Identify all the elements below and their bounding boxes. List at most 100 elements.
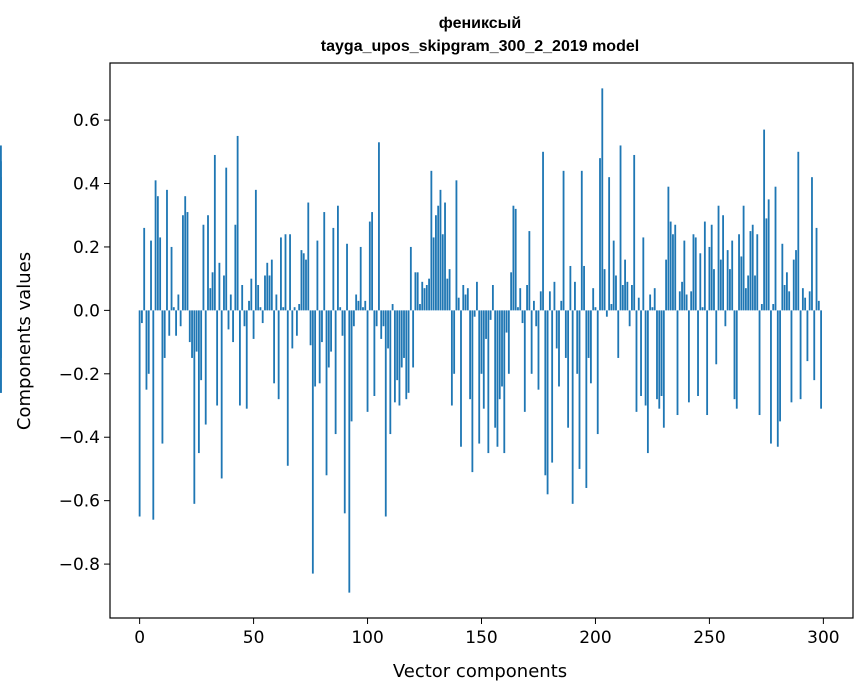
bar bbox=[186, 212, 189, 311]
bar bbox=[152, 310, 155, 520]
bar bbox=[327, 310, 330, 368]
bar bbox=[400, 310, 403, 368]
bar bbox=[644, 310, 647, 406]
bar bbox=[193, 310, 196, 504]
bar bbox=[241, 285, 244, 311]
bar bbox=[286, 310, 289, 466]
bar bbox=[672, 234, 674, 311]
bar bbox=[480, 310, 483, 374]
bar bbox=[311, 310, 314, 574]
x-tick-label: 300 bbox=[807, 628, 839, 648]
bar bbox=[175, 310, 177, 336]
bar bbox=[653, 288, 656, 311]
x-tick-label: 250 bbox=[693, 628, 725, 648]
bar bbox=[731, 240, 734, 311]
bar bbox=[213, 154, 216, 311]
bar bbox=[799, 310, 802, 400]
bar bbox=[530, 310, 533, 374]
bar bbox=[749, 231, 752, 311]
bar bbox=[284, 234, 287, 311]
x-tick-label: 0 bbox=[134, 628, 145, 648]
bar bbox=[631, 285, 633, 311]
bar bbox=[615, 275, 617, 311]
bar bbox=[163, 310, 166, 358]
bar bbox=[282, 307, 285, 311]
bar bbox=[788, 291, 791, 311]
bar bbox=[257, 285, 260, 311]
x-axis: 0 50 100 150 200 250 300 bbox=[134, 618, 840, 648]
bar bbox=[316, 240, 319, 311]
chart-title: фениксый bbox=[439, 15, 521, 32]
bar bbox=[658, 310, 661, 409]
y-tick-label: 0.0 bbox=[73, 301, 100, 321]
bar bbox=[699, 253, 702, 311]
bar bbox=[403, 310, 405, 358]
bar bbox=[603, 269, 606, 311]
bar bbox=[487, 310, 490, 454]
bar bbox=[815, 227, 818, 311]
bar bbox=[462, 285, 465, 311]
bar bbox=[277, 310, 280, 400]
bar bbox=[526, 285, 528, 311]
bar bbox=[505, 310, 508, 333]
bar bbox=[229, 294, 232, 311]
bar bbox=[578, 310, 581, 469]
bar bbox=[179, 310, 182, 327]
bar bbox=[428, 278, 430, 311]
bar bbox=[211, 272, 214, 311]
bar bbox=[405, 310, 408, 400]
bar bbox=[325, 310, 328, 476]
bar bbox=[156, 196, 159, 311]
bar bbox=[621, 285, 624, 311]
bar bbox=[239, 310, 241, 406]
bar bbox=[234, 224, 237, 311]
bar bbox=[656, 310, 658, 400]
bar bbox=[637, 297, 640, 311]
bar bbox=[478, 310, 481, 444]
bar bbox=[419, 304, 421, 311]
bar bbox=[391, 304, 394, 311]
bar bbox=[774, 186, 777, 311]
bar bbox=[350, 310, 353, 422]
bar bbox=[512, 205, 515, 311]
bar bbox=[514, 208, 517, 311]
bar bbox=[596, 310, 599, 435]
bar bbox=[521, 310, 524, 324]
bars-group bbox=[0, 88, 822, 593]
bar bbox=[300, 250, 303, 311]
bar bbox=[539, 291, 542, 311]
bar bbox=[396, 310, 399, 381]
bar bbox=[548, 291, 551, 311]
bar bbox=[580, 170, 583, 311]
bar bbox=[197, 310, 200, 454]
bar bbox=[202, 224, 205, 311]
bar bbox=[585, 310, 588, 488]
bar bbox=[507, 310, 510, 374]
bar bbox=[446, 278, 449, 311]
bar bbox=[754, 275, 756, 311]
bar bbox=[371, 212, 374, 311]
bar bbox=[719, 259, 722, 311]
bar bbox=[781, 243, 784, 311]
bar bbox=[334, 310, 337, 435]
bar bbox=[729, 269, 731, 311]
bar bbox=[708, 246, 711, 311]
bar bbox=[223, 275, 225, 311]
bar bbox=[321, 310, 323, 343]
bar bbox=[289, 234, 291, 311]
bar bbox=[464, 294, 467, 311]
bar bbox=[576, 310, 579, 374]
bar bbox=[232, 310, 234, 343]
bar bbox=[423, 288, 426, 311]
bar bbox=[266, 262, 269, 311]
bar bbox=[555, 310, 558, 349]
bar bbox=[767, 199, 770, 311]
bar bbox=[813, 310, 816, 381]
bar bbox=[537, 310, 540, 390]
x-axis-label: Vector components bbox=[393, 661, 567, 682]
bar bbox=[378, 142, 380, 311]
bar bbox=[640, 310, 642, 396]
bar bbox=[460, 310, 462, 447]
y-tick-label: −0.2 bbox=[59, 365, 100, 385]
